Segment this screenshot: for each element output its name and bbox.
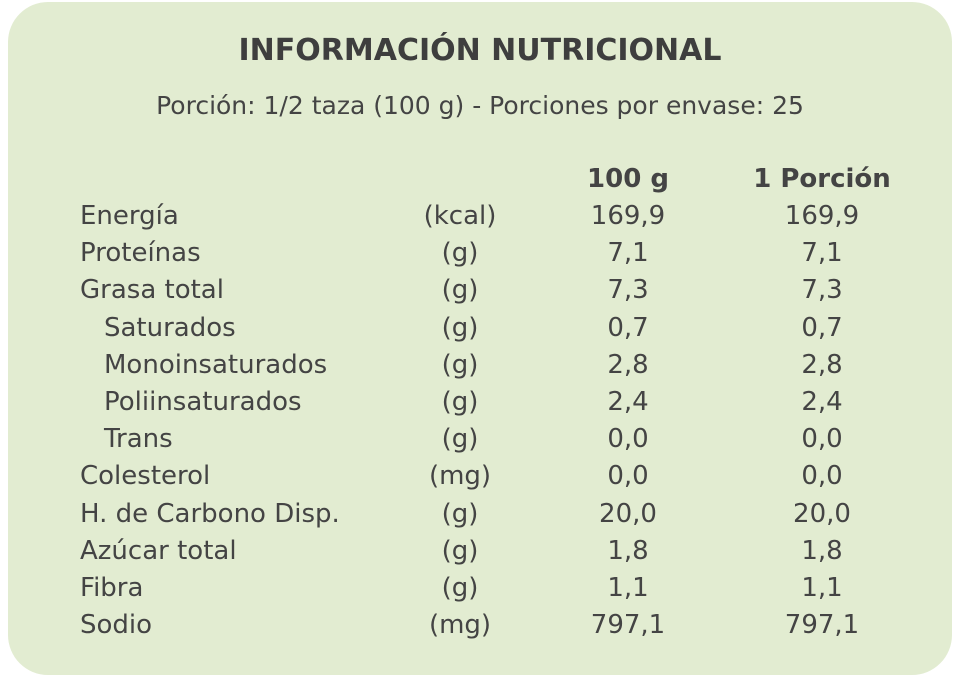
row-unit: (g): [441, 498, 479, 529]
value-portion: 169,9: [784, 201, 860, 231]
value-100g: 1,1: [607, 573, 649, 603]
column-header: 100 g: [587, 164, 669, 194]
row-unit: (g): [441, 424, 479, 455]
row-unit: (kcal): [423, 201, 497, 231]
value-portion: 1,1: [801, 573, 843, 603]
row-unit: (g): [441, 275, 479, 306]
row-unit: (g): [441, 387, 479, 417]
row-unit: (g): [441, 535, 479, 566]
value-100g: 169,9: [590, 201, 666, 231]
value-100g: 7,3: [607, 275, 649, 306]
row-unit: (g): [441, 573, 479, 603]
value-100g: 2,4: [607, 387, 649, 417]
row-label: Proteínas: [80, 238, 201, 269]
title: INFORMACIÓN NUTRICIONAL: [238, 33, 722, 68]
row-unit: (mg): [428, 461, 492, 492]
row-label: Azúcar total: [80, 535, 237, 566]
row-unit: (g): [441, 238, 479, 269]
value-portion: 0,7: [801, 312, 843, 343]
row-label: Trans: [104, 424, 173, 455]
value-100g: 0,0: [607, 424, 649, 455]
row-label: Colesterol: [80, 461, 211, 492]
row-unit: (mg): [428, 610, 492, 641]
value-portion: 7,1: [801, 238, 843, 269]
value-100g: 2,8: [607, 349, 649, 380]
row-label: Monoinsaturados: [104, 349, 328, 380]
value-100g: 0,0: [607, 461, 649, 492]
column-header: 1 Porción: [753, 164, 891, 194]
value-portion: 0,0: [801, 424, 843, 455]
row-label: Grasa total: [80, 275, 224, 306]
value-portion: 1,8: [801, 535, 843, 566]
value-portion: 7,3: [801, 275, 843, 306]
value-portion: 797,1: [784, 610, 860, 641]
row-unit: (g): [441, 349, 479, 380]
row-label: H. de Carbono Disp.: [80, 498, 340, 529]
value-100g: 0,7: [607, 312, 649, 343]
value-portion: 0,0: [801, 461, 843, 492]
value-100g: 797,1: [590, 610, 666, 641]
value-portion: 2,8: [801, 349, 843, 380]
row-unit: (g): [441, 312, 479, 343]
value-100g: 20,0: [599, 498, 657, 529]
panel: [8, 2, 952, 675]
row-label: Sodio: [80, 610, 153, 641]
row-label: Saturados: [104, 312, 236, 343]
value-portion: 20,0: [793, 498, 851, 529]
row-label: Fibra: [80, 573, 144, 603]
value-100g: 7,1: [607, 238, 649, 269]
value-portion: 2,4: [801, 387, 843, 417]
row-label: Poliinsaturados: [104, 387, 302, 417]
value-100g: 1,8: [607, 535, 649, 566]
subtitle: Porción: 1/2 taza (100 g) - Porciones po…: [156, 91, 804, 120]
row-label: Energía: [80, 201, 179, 231]
